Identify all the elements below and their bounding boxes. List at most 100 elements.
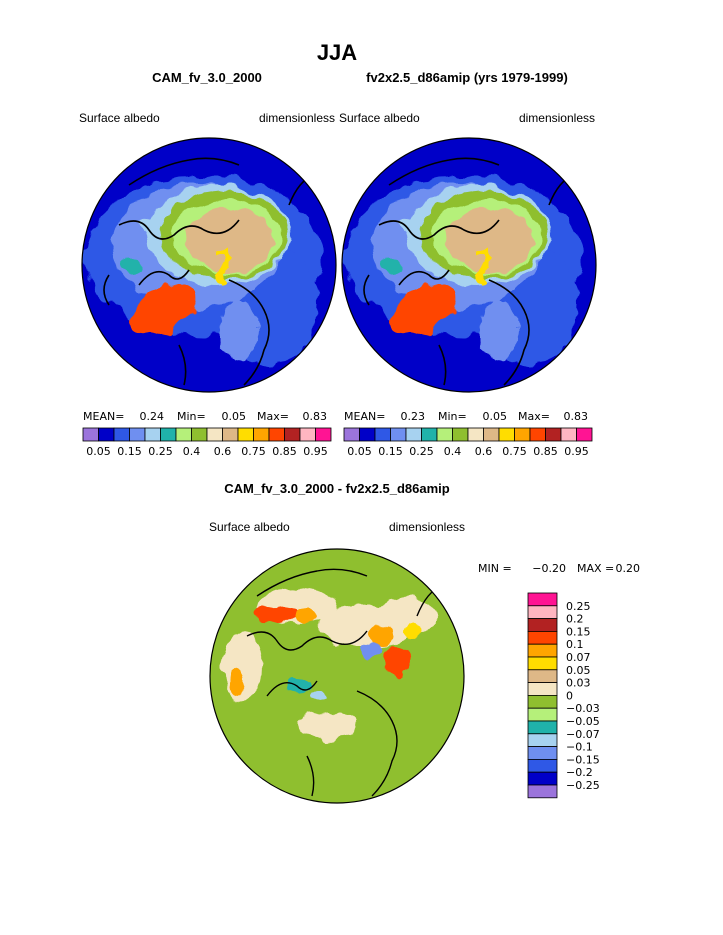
colorbar-swatch	[299, 427, 316, 442]
colorbar-swatch	[527, 669, 558, 683]
colorbar-tick-label: 0.07	[566, 651, 591, 664]
right-panel-title: fv2x2.5_d86amip (yrs 1979-1999)	[366, 70, 568, 85]
colorbar-swatch	[527, 605, 558, 619]
colorbar-tick-label: 0	[566, 689, 573, 702]
right-stats: MEAN= 0.23 Min= 0.05 Max= 0.83	[344, 410, 588, 423]
colorbar-swatch	[560, 427, 577, 442]
colorbar-swatch	[527, 695, 558, 709]
svg-text:0.23: 0.23	[401, 410, 426, 423]
svg-text:Max=: Max=	[518, 410, 550, 423]
colorbar-swatch	[514, 427, 531, 442]
colorbar-tick-label: −0.1	[566, 741, 593, 754]
colorbar-swatch	[359, 427, 376, 442]
diff-colorbar: 0.250.20.150.10.070.050.030−0.03−0.05−0.…	[527, 592, 600, 799]
right-colorbar: 0.05 0.15 0.25 0.4 0.6 0.75 0.85 0.95	[343, 427, 593, 458]
colorbar-tick-label: −0.2	[566, 766, 593, 779]
colorbar-swatch	[390, 427, 407, 442]
diff-panel-title: CAM_fv_3.0_2000 - fv2x2.5_d86amip	[224, 481, 450, 496]
left-variable-label: Surface albedo	[79, 111, 160, 125]
svg-text:0.83: 0.83	[564, 410, 589, 423]
colorbar-swatch	[222, 427, 239, 442]
colorbar-tick-label: −0.05	[566, 715, 600, 728]
colorbar-swatch	[527, 707, 558, 722]
colorbar-swatch	[253, 427, 270, 442]
colorbar-swatch	[82, 427, 99, 442]
colorbar-tick-label: 0.4	[444, 445, 462, 458]
colorbar-tick-label: 0.25	[566, 600, 591, 613]
diff-stats: MIN = −0.20 MAX = 0.20	[478, 562, 640, 575]
colorbar-tick-label: −0.15	[566, 753, 600, 766]
colorbar-swatch	[421, 427, 438, 442]
colorbar-tick-label: 0.6	[214, 445, 232, 458]
svg-text:Min=: Min=	[177, 410, 206, 423]
svg-text:MEAN=: MEAN=	[344, 410, 385, 423]
colorbar-swatch	[175, 427, 192, 442]
colorbar-tick-label: 0.05	[347, 445, 372, 458]
colorbar-swatch	[405, 427, 422, 442]
colorbar-swatch	[527, 759, 558, 773]
diff-units-label: dimensionless	[389, 520, 465, 534]
right-map	[339, 135, 599, 395]
svg-text:Max=: Max=	[257, 410, 289, 423]
colorbar-tick-label: −0.07	[566, 728, 600, 741]
colorbar-swatch	[527, 618, 558, 632]
colorbar-tick-label: 0.15	[117, 445, 142, 458]
colorbar-swatch	[144, 427, 161, 442]
colorbar-swatch	[160, 427, 177, 442]
left-map	[79, 135, 339, 395]
svg-text:−0.20: −0.20	[532, 562, 566, 575]
colorbar-swatch	[498, 427, 515, 442]
colorbar-swatch	[527, 592, 558, 607]
left-colorbar: 0.05 0.15 0.25 0.4 0.6 0.75 0.85 0.95	[82, 427, 332, 458]
colorbar-swatch	[206, 427, 223, 442]
svg-text:MIN =: MIN =	[478, 562, 512, 575]
colorbar-swatch	[284, 427, 301, 442]
svg-text:0.05: 0.05	[222, 410, 247, 423]
svg-text:MEAN=: MEAN=	[83, 410, 124, 423]
colorbar-swatch	[527, 656, 558, 671]
colorbar-tick-label: 0.2	[566, 613, 584, 626]
colorbar-tick-label: 0.95	[564, 445, 589, 458]
colorbar-tick-label: 0.4	[183, 445, 201, 458]
colorbar-swatch	[527, 682, 558, 696]
colorbar-tick-label: 0.75	[241, 445, 266, 458]
svg-text:0.24: 0.24	[140, 410, 165, 423]
colorbar-swatch	[467, 427, 484, 442]
colorbar-swatch	[452, 427, 469, 442]
colorbar-tick-label: 0.25	[409, 445, 434, 458]
colorbar-tick-label: 0.85	[533, 445, 558, 458]
colorbar-tick-label: 0.25	[148, 445, 173, 458]
colorbar-tick-label: 0.6	[475, 445, 493, 458]
svg-text:Min=: Min=	[438, 410, 467, 423]
diff-map	[207, 546, 467, 806]
colorbar-swatch	[129, 427, 146, 442]
colorbar-swatch	[545, 427, 562, 442]
colorbar-swatch	[343, 427, 360, 442]
right-variable-label: Surface albedo	[339, 111, 420, 125]
colorbar-tick-label: 0.85	[272, 445, 297, 458]
svg-text:0.20: 0.20	[616, 562, 641, 575]
left-stats: MEAN= 0.24 Min= 0.05 Max= 0.83	[83, 410, 327, 423]
season-title: JJA	[317, 40, 357, 65]
diff-variable-label: Surface albedo	[209, 520, 290, 534]
colorbar-tick-label: 0.1	[566, 638, 584, 651]
colorbar-swatch	[315, 427, 332, 442]
svg-text:0.83: 0.83	[303, 410, 328, 423]
colorbar-tick-label: 0.03	[566, 677, 591, 690]
colorbar-tick-label: 0.05	[566, 664, 591, 677]
colorbar-swatch	[436, 427, 453, 442]
left-map-border	[81, 137, 337, 393]
colorbar-swatch	[237, 427, 254, 442]
right-units-label: dimensionless	[519, 111, 595, 125]
colorbar-tick-label: 0.75	[502, 445, 527, 458]
colorbar-swatch	[529, 427, 546, 442]
colorbar-tick-label: 0.95	[303, 445, 328, 458]
colorbar-tick-label: −0.03	[566, 702, 600, 715]
colorbar-swatch	[374, 427, 391, 442]
colorbar-tick-label: −0.25	[566, 779, 600, 792]
colorbar-tick-label: 0.05	[86, 445, 111, 458]
svg-text:0.05: 0.05	[483, 410, 508, 423]
colorbar-swatch	[268, 427, 285, 442]
colorbar-tick-label: 0.15	[378, 445, 403, 458]
